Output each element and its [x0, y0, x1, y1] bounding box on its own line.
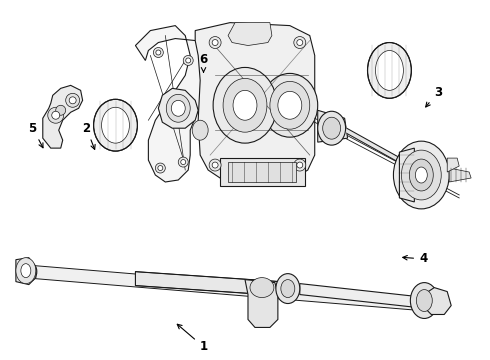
Ellipse shape — [375, 50, 403, 90]
Text: 5: 5 — [28, 122, 43, 148]
Bar — [228, 162, 296, 182]
Circle shape — [66, 93, 80, 107]
Ellipse shape — [409, 159, 433, 191]
Ellipse shape — [233, 90, 257, 120]
Text: 4: 4 — [403, 252, 427, 265]
Ellipse shape — [21, 262, 37, 282]
Circle shape — [153, 48, 163, 58]
Bar — [220, 158, 305, 186]
Ellipse shape — [101, 107, 129, 143]
Ellipse shape — [410, 283, 438, 319]
Circle shape — [156, 50, 161, 55]
Circle shape — [56, 105, 66, 115]
Ellipse shape — [262, 73, 318, 137]
Polygon shape — [300, 284, 417, 307]
Circle shape — [48, 107, 64, 123]
Polygon shape — [318, 110, 347, 142]
Ellipse shape — [16, 258, 36, 284]
Ellipse shape — [21, 264, 31, 278]
Ellipse shape — [416, 289, 432, 311]
Ellipse shape — [318, 111, 345, 145]
Ellipse shape — [223, 78, 267, 132]
Text: 6: 6 — [199, 53, 208, 72]
Circle shape — [52, 111, 60, 119]
Circle shape — [297, 162, 303, 168]
Circle shape — [69, 97, 76, 104]
Circle shape — [212, 40, 218, 45]
Ellipse shape — [281, 280, 295, 298]
Ellipse shape — [278, 91, 302, 119]
Ellipse shape — [192, 120, 208, 140]
Ellipse shape — [270, 81, 310, 129]
Ellipse shape — [276, 274, 300, 303]
Circle shape — [155, 163, 165, 173]
Ellipse shape — [368, 42, 412, 98]
Polygon shape — [245, 280, 278, 328]
Ellipse shape — [401, 150, 441, 200]
Polygon shape — [43, 85, 83, 148]
Circle shape — [186, 58, 191, 63]
Ellipse shape — [393, 141, 449, 209]
Polygon shape — [228, 23, 272, 45]
Text: 3: 3 — [426, 86, 442, 107]
Circle shape — [294, 37, 306, 49]
Text: 2: 2 — [82, 122, 95, 149]
Polygon shape — [399, 148, 415, 202]
Polygon shape — [447, 158, 459, 172]
Ellipse shape — [323, 117, 341, 139]
Text: 1: 1 — [177, 324, 208, 353]
Ellipse shape — [25, 267, 33, 276]
Ellipse shape — [250, 278, 274, 298]
Ellipse shape — [172, 100, 185, 116]
Circle shape — [209, 37, 221, 49]
Circle shape — [297, 40, 303, 45]
Polygon shape — [135, 26, 220, 182]
Polygon shape — [424, 288, 451, 315]
Ellipse shape — [94, 99, 137, 151]
Polygon shape — [195, 23, 315, 180]
Polygon shape — [158, 88, 198, 128]
Polygon shape — [135, 272, 280, 296]
Ellipse shape — [166, 94, 190, 122]
Circle shape — [181, 159, 186, 165]
Circle shape — [183, 55, 193, 66]
Polygon shape — [16, 258, 36, 285]
Polygon shape — [449, 168, 471, 182]
Circle shape — [178, 157, 188, 167]
Ellipse shape — [416, 167, 427, 183]
Ellipse shape — [213, 67, 277, 143]
Polygon shape — [23, 265, 444, 312]
Circle shape — [158, 166, 163, 171]
Circle shape — [212, 162, 218, 168]
Circle shape — [294, 159, 306, 171]
Circle shape — [209, 159, 221, 171]
